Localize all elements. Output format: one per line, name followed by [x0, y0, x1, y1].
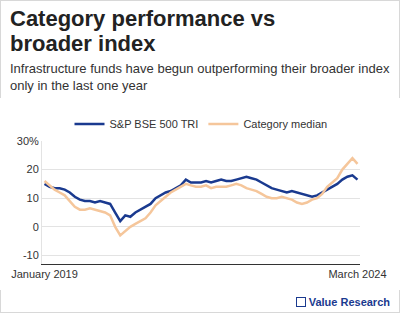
svg-text:20: 20 [27, 163, 39, 175]
svg-text:January 2019: January 2019 [11, 268, 78, 280]
html-text:Category performance vs broade: Category performance vs broader index [10, 6, 276, 56]
svg-text:30%: 30% [17, 135, 39, 147]
svg-text:10: 10 [27, 192, 39, 204]
html-text:Value Research: Value Research [308, 296, 390, 308]
svg-text:-10: -10 [23, 249, 39, 261]
svg-text:S&P BSE 500 TRI: S&P BSE 500 TRI [110, 118, 199, 130]
svg-text:0: 0 [33, 221, 39, 233]
svg-text:Category median: Category median [243, 118, 327, 130]
html-text:Infrastructure funds have begu: Infrastructure funds have begun outperfo… [10, 61, 390, 93]
svg-text:March 2024: March 2024 [328, 268, 386, 280]
